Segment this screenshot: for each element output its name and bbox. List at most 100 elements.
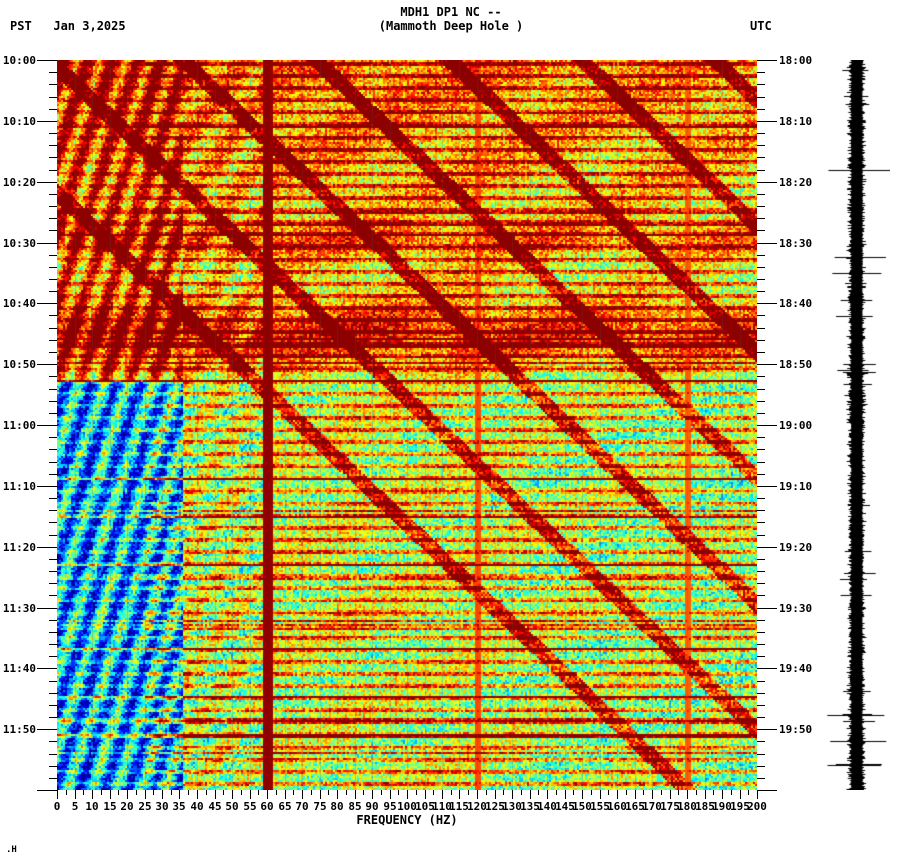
- time-axis-label: 10:20: [2, 176, 36, 189]
- freq-tick-major: [670, 790, 671, 799]
- time-tick-minor: [757, 97, 765, 98]
- freq-tick-minor: [661, 790, 662, 795]
- freq-tick-major: [267, 790, 268, 799]
- time-tick-major: [37, 608, 57, 609]
- freq-tick-minor: [731, 790, 732, 795]
- freq-tick-major: [197, 790, 198, 799]
- spectrogram-plot[interactable]: [57, 60, 757, 790]
- freq-tick-major: [617, 790, 618, 799]
- time-tick-minor: [49, 559, 57, 560]
- time-tick-major: [757, 121, 777, 122]
- time-axis-label: 11:20: [2, 541, 36, 554]
- time-tick-minor: [49, 656, 57, 657]
- time-tick-minor: [757, 522, 765, 523]
- freq-tick-minor: [521, 790, 522, 795]
- frequency-axis-label: 140: [537, 800, 557, 813]
- freq-tick-major: [179, 790, 180, 799]
- time-tick-minor: [49, 693, 57, 694]
- time-tick-minor: [49, 84, 57, 85]
- freq-tick-minor: [748, 790, 749, 795]
- time-tick-major: [37, 243, 57, 244]
- frequency-axis-label: 155: [590, 800, 610, 813]
- time-tick-minor: [757, 230, 765, 231]
- frequency-axis-label: 80: [330, 800, 344, 813]
- time-tick-minor: [49, 681, 57, 682]
- time-tick-minor: [49, 401, 57, 402]
- time-tick-major: [757, 668, 777, 669]
- time-tick-minor: [49, 766, 57, 767]
- time-tick-minor: [757, 766, 765, 767]
- freq-tick-minor: [311, 790, 312, 795]
- utc-time-axis-labels: 18:00 18:10 18:20 18:30 18:40 18:50 19:00 19:10…: [779, 55, 849, 791]
- time-tick-minor: [757, 72, 765, 73]
- freq-tick-minor: [696, 790, 697, 795]
- frequency-axis-labels: 0 5 10 15 20 25 30 35 40 45 50 55 60 65 70 75 80 85 90 95 10…: [0, 801, 902, 815]
- time-tick-minor: [49, 194, 57, 195]
- time-tick-minor: [757, 559, 765, 560]
- time-tick-minor: [49, 449, 57, 450]
- time-tick-minor: [49, 644, 57, 645]
- time-tick-minor: [757, 133, 765, 134]
- helicorder-trace-canvas[interactable]: [820, 60, 890, 790]
- time-tick-minor: [49, 741, 57, 742]
- time-tick-minor: [49, 315, 57, 316]
- frequency-axis-label: 70: [295, 800, 309, 813]
- time-tick-minor: [757, 255, 765, 256]
- page-title: MDH1 DP1 NC --: [400, 5, 502, 19]
- frequency-axis-label: 175: [660, 800, 680, 813]
- frequency-axis-label: 45: [208, 800, 222, 813]
- time-tick-major: [37, 668, 57, 669]
- time-tick-minor: [49, 462, 57, 463]
- time-tick-minor: [49, 206, 57, 207]
- time-axis-label: 10:00: [2, 54, 36, 67]
- time-axis-label: 11:30: [2, 602, 36, 615]
- frequency-axis-label: 180: [677, 800, 697, 813]
- time-tick-minor: [757, 279, 765, 280]
- freq-tick-minor: [573, 790, 574, 795]
- time-tick-minor: [757, 449, 765, 450]
- time-tick-minor: [49, 705, 57, 706]
- time-tick-minor: [49, 267, 57, 268]
- time-tick-major: [37, 547, 57, 548]
- freq-tick-major: [250, 790, 251, 799]
- frequency-axis-label: 30: [155, 800, 169, 813]
- frequency-axis-label: 55: [243, 800, 257, 813]
- freq-tick-minor: [713, 790, 714, 795]
- freq-tick-major: [582, 790, 583, 799]
- freq-tick-minor: [591, 790, 592, 795]
- time-tick-major: [757, 486, 777, 487]
- freq-tick-major: [232, 790, 233, 799]
- freq-tick-minor: [556, 790, 557, 795]
- freq-tick-minor: [451, 790, 452, 795]
- time-tick-minor: [757, 535, 765, 536]
- freq-tick-major: [477, 790, 478, 799]
- time-tick-minor: [757, 778, 765, 779]
- frequency-axis-label: 135: [520, 800, 540, 813]
- time-tick-minor: [757, 571, 765, 572]
- utc-time-axis-ticks: [757, 60, 777, 791]
- corner-artifact-mark: .H: [6, 845, 17, 855]
- time-tick-major: [37, 486, 57, 487]
- time-tick-major: [37, 364, 57, 365]
- helicorder-trace-panel[interactable]: [820, 60, 890, 790]
- frequency-axis-label: 145: [555, 800, 575, 813]
- spectrogram-canvas[interactable]: [57, 60, 757, 790]
- time-axis-label: 19:00: [779, 419, 813, 432]
- time-axis-label: 10:50: [2, 358, 36, 371]
- time-tick-major: [757, 243, 777, 244]
- freq-tick-minor: [626, 790, 627, 795]
- time-tick-minor: [757, 352, 765, 353]
- time-tick-minor: [757, 376, 765, 377]
- freq-tick-major: [425, 790, 426, 799]
- freq-tick-major: [652, 790, 653, 799]
- time-tick-minor: [757, 717, 765, 718]
- time-tick-minor: [49, 218, 57, 219]
- pst-time-axis-labels: 10:00 10:10 10:20 10:30 10:40 10:50 11:00 11:10…: [0, 55, 36, 791]
- time-axis-label: 11:00: [2, 419, 36, 432]
- time-tick-major: [37, 425, 57, 426]
- frequency-axis-label: 25: [138, 800, 152, 813]
- time-tick-minor: [757, 656, 765, 657]
- frequency-axis-label: 90: [365, 800, 379, 813]
- time-tick-minor: [757, 644, 765, 645]
- frequency-axis-label: 185: [695, 800, 715, 813]
